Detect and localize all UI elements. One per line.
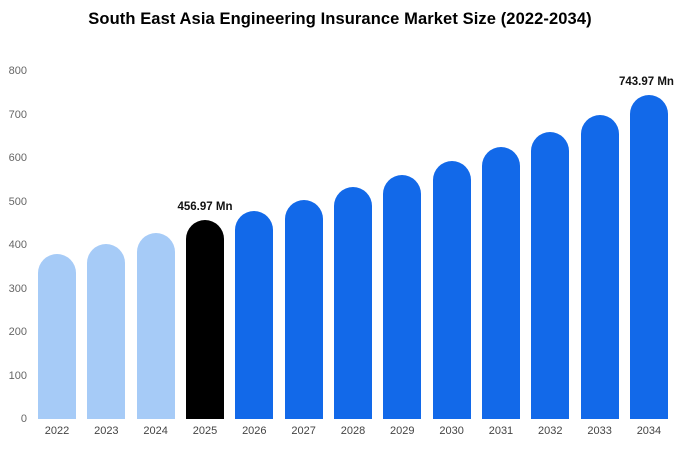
bar-2029 [383, 174, 422, 419]
bar-column [531, 71, 570, 419]
y-tick-label: 700 [8, 108, 27, 121]
bar-2025 [185, 220, 224, 419]
x-tick-label: 2029 [390, 425, 415, 437]
y-tick-label: 0 [20, 413, 27, 425]
chart-title: South East Asia Engineering Insurance Ma… [88, 10, 592, 28]
bar-column [136, 71, 175, 419]
bar-value-label: 456.97 Mn [177, 201, 233, 214]
x-tick-label: 2027 [291, 425, 316, 437]
x-tick-label: 2032 [538, 425, 563, 437]
bar-column [235, 71, 274, 419]
bar-2024 [136, 232, 175, 419]
x-tick-label: 2033 [587, 425, 612, 437]
bar-column [87, 71, 126, 419]
bar-column [580, 71, 619, 419]
bar-2030 [432, 161, 471, 419]
bar-column [284, 71, 323, 419]
x-tick-label: 2024 [143, 425, 168, 437]
bar-2028 [333, 187, 372, 419]
y-tick-label: 600 [8, 152, 27, 164]
chart-area: 0 100 200 300 400 500 600 700 800 456.97 Mn 743.9… [0, 29, 680, 437]
x-tick-label: 2023 [94, 425, 119, 437]
bar-column [432, 71, 471, 419]
y-tick-label: 300 [8, 282, 27, 295]
x-tick-label: 2030 [439, 425, 464, 437]
x-tick-label: 2025 [192, 425, 218, 437]
y-tick-label: 200 [8, 326, 27, 338]
x-tick-label: 2022 [44, 425, 70, 437]
bar-column: 456.97 Mn [177, 71, 232, 419]
y-tick-label: 400 [8, 239, 27, 251]
bar-2026 [235, 211, 274, 419]
x-tick-label: 2026 [242, 425, 267, 437]
x-tick-label: 2028 [340, 425, 366, 437]
x-axis: 2022 2023 2024 2025 2026 2027 2028 2029 2030 2031… [36, 425, 670, 437]
bar-2031 [481, 147, 520, 419]
bar-2023 [87, 244, 126, 419]
bar-2027 [284, 200, 323, 419]
bar-column [481, 71, 520, 419]
bar-value-label: 743.97 Mn [618, 76, 674, 89]
bar-2032 [531, 131, 570, 419]
y-tick-label: 100 [8, 369, 27, 382]
bar-2033 [580, 114, 619, 419]
y-tick-label: 800 [8, 65, 27, 77]
bar-2034 [629, 95, 668, 419]
bar-column [333, 71, 372, 419]
bar-2022 [38, 253, 76, 419]
plot-area: 456.97 Mn 743.97 Mn [36, 71, 674, 419]
x-tick-label: 2034 [636, 425, 662, 437]
y-axis: 0 100 200 300 400 500 600 700 800 [0, 65, 30, 425]
bar-column: 743.97 Mn [619, 71, 674, 419]
bar-column [38, 71, 76, 419]
x-tick-label: 2031 [488, 425, 514, 437]
bar-column [383, 71, 422, 419]
y-tick-label: 500 [8, 195, 27, 208]
